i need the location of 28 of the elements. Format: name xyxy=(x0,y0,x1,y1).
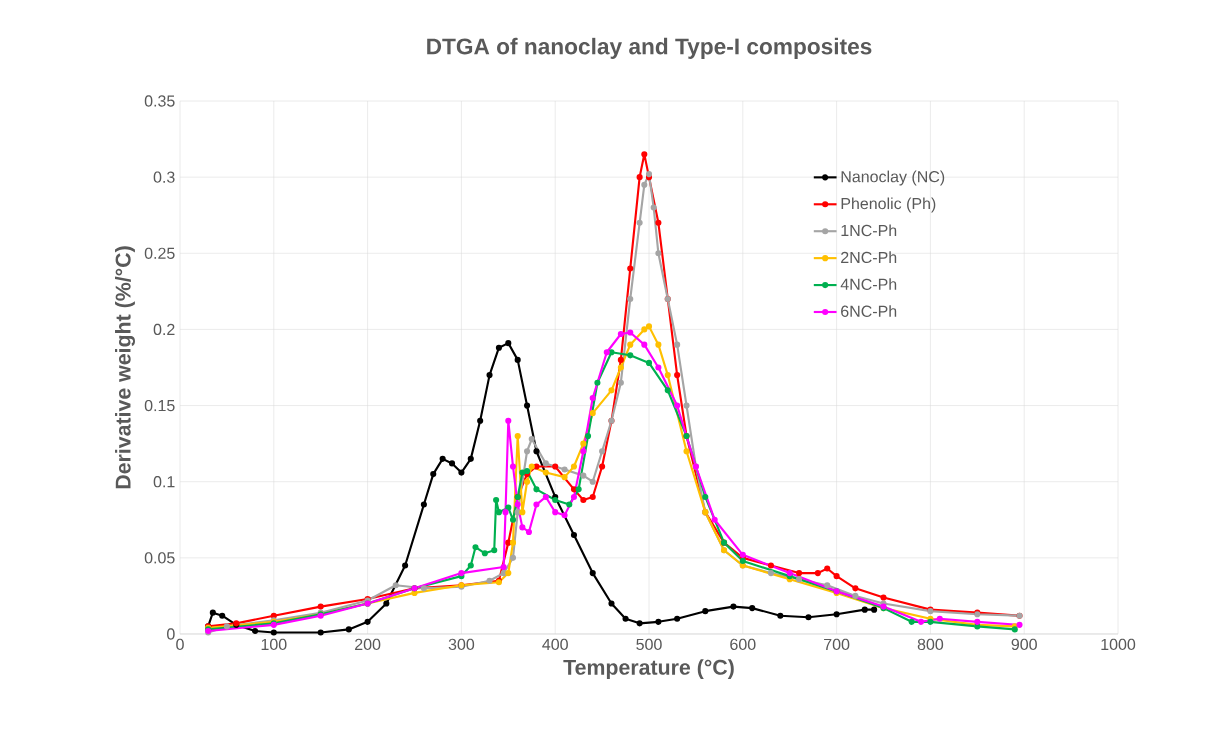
legend-label: Phenolic (Ph) xyxy=(841,197,936,213)
y-tick-label: 0.25 xyxy=(144,247,175,259)
x-tick-label: 700 xyxy=(824,638,850,651)
x-tick-label: 1000 xyxy=(1101,638,1136,651)
y-tick-label: 0.2 xyxy=(153,323,175,336)
legend-label: 1NC-Ph xyxy=(841,224,897,237)
y-tick-label: 0.15 xyxy=(144,399,175,412)
x-tick-label: 200 xyxy=(355,638,381,651)
y-tick-label: 0.3 xyxy=(153,171,175,183)
y-tick-label: 0.35 xyxy=(144,95,175,107)
x-tick-label: 300 xyxy=(448,638,475,651)
x-tick-label: 400 xyxy=(542,638,568,651)
y-tick-label: 0.05 xyxy=(144,552,175,564)
x-tick-label: 800 xyxy=(917,638,944,651)
legend-label: 2NC-Ph xyxy=(841,251,897,264)
y-tick-label: 0.1 xyxy=(153,476,175,488)
y-axis-title: Derivative weight (%/°C) xyxy=(115,246,135,489)
x-tick-label: 100 xyxy=(261,638,287,651)
legend-label: Nanoclay (NC) xyxy=(841,170,945,186)
y-tick-label: 0 xyxy=(167,628,175,640)
x-axis-title: Temperature (°C) xyxy=(563,659,734,680)
x-tick-label: 900 xyxy=(1011,638,1037,651)
x-tick-label: 0 xyxy=(176,638,184,651)
x-tick-label: 600 xyxy=(730,638,756,651)
legend-label: 6NC-Ph xyxy=(841,305,897,317)
x-tick-label: 500 xyxy=(636,638,662,651)
chart-title: DTGA of nanoclay and Type-I composites xyxy=(427,37,872,59)
legend-label: 4NC-Ph xyxy=(840,278,897,291)
